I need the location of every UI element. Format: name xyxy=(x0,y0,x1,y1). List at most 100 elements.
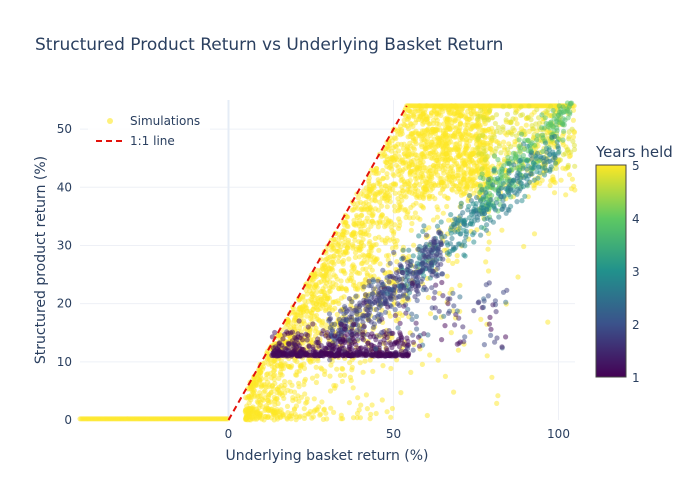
scatter-point xyxy=(255,375,261,381)
scatter-point xyxy=(397,332,403,338)
scatter-point xyxy=(442,323,448,329)
scatter-point xyxy=(445,301,451,307)
scatter-point xyxy=(519,112,526,118)
scatter-point xyxy=(570,117,577,123)
x-tick-label: 100 xyxy=(547,427,570,441)
scatter-point xyxy=(532,164,538,170)
scatter-point xyxy=(446,179,453,185)
scatter-point xyxy=(566,136,572,142)
scatter-point xyxy=(405,345,411,351)
scatter-point xyxy=(342,304,348,310)
scatter-point xyxy=(410,339,416,345)
scatter-point xyxy=(376,288,382,295)
scatter-point xyxy=(364,215,370,221)
scatter-point xyxy=(471,182,477,189)
scatter-point xyxy=(375,278,381,284)
x-axis-label: Underlying basket return (%) xyxy=(225,448,428,464)
scatter-point xyxy=(305,324,311,330)
scatter-point xyxy=(384,171,390,177)
scatter-point xyxy=(293,403,299,409)
scatter-point xyxy=(331,253,337,259)
scatter-point xyxy=(327,274,333,280)
scatter-point xyxy=(427,311,434,317)
scatter-point xyxy=(243,407,249,413)
scatter-point xyxy=(327,373,333,379)
scatter-point xyxy=(416,343,422,349)
scatter-point xyxy=(430,217,437,223)
scatter-point xyxy=(475,135,481,141)
scatter-point xyxy=(368,248,374,254)
scatter-point xyxy=(412,169,418,175)
scatter-point xyxy=(539,112,545,118)
scatter-point xyxy=(310,344,316,350)
scatter-point xyxy=(561,108,568,114)
scatter-point xyxy=(409,109,415,115)
scatter-point xyxy=(393,339,399,345)
scatter-point xyxy=(521,243,527,250)
scatter-point xyxy=(313,379,319,386)
scatter-point xyxy=(483,282,489,288)
scatter-point xyxy=(560,165,566,171)
scatter-point xyxy=(455,229,461,235)
scatter-point xyxy=(514,121,520,127)
scatter-point xyxy=(343,219,349,225)
scatter-point xyxy=(362,347,368,353)
scatter-point xyxy=(391,229,397,235)
scatter-point xyxy=(405,134,411,140)
scatter-point xyxy=(439,143,445,149)
scatter-point xyxy=(349,364,355,370)
scatter-point xyxy=(486,239,492,245)
scatter-point xyxy=(442,193,448,199)
scatter-point xyxy=(379,397,385,403)
scatter-point xyxy=(320,303,326,309)
scatter-point xyxy=(355,395,361,401)
scatter-point xyxy=(291,309,297,315)
scatter-point xyxy=(500,180,506,186)
scatter-point xyxy=(391,249,397,255)
scatter-point xyxy=(442,116,448,122)
scatter-point xyxy=(383,191,389,197)
scatter-point xyxy=(317,271,323,277)
scatter-point xyxy=(460,324,466,330)
scatter-point xyxy=(341,372,348,378)
scatter-point xyxy=(484,353,490,359)
scatter-point xyxy=(296,398,302,404)
scatter-point xyxy=(383,253,390,259)
scatter-point xyxy=(411,136,417,142)
scatter-point xyxy=(461,219,467,225)
scatter-point xyxy=(485,170,491,177)
scatter-point xyxy=(523,122,529,128)
scatter-point xyxy=(512,110,519,116)
scatter-point xyxy=(277,414,283,420)
scatter-point xyxy=(403,214,409,221)
scatter-point xyxy=(256,405,262,411)
scatter-point xyxy=(483,227,490,233)
scatter-point xyxy=(384,409,390,415)
scatter-point xyxy=(541,125,548,131)
scatter-point xyxy=(293,417,299,423)
x-axis-ticks: 0 50 100 xyxy=(225,427,570,441)
scatter-point xyxy=(378,203,385,209)
scatter-point xyxy=(564,165,571,171)
scatter-point xyxy=(506,150,512,156)
scatter-point xyxy=(365,254,371,260)
scatter-point xyxy=(370,278,376,285)
scatter-point xyxy=(380,293,386,299)
scatter-point xyxy=(498,193,504,200)
scatter-point xyxy=(284,403,291,409)
scatter-point xyxy=(554,125,560,131)
scatter-point xyxy=(409,316,415,322)
scatter-point xyxy=(254,410,261,416)
scatter-point xyxy=(246,400,252,406)
scatter-point xyxy=(503,117,509,123)
scatter-point xyxy=(362,231,368,237)
scatter-point xyxy=(458,113,464,119)
scatter-point xyxy=(454,341,460,347)
y-tick-label: 30 xyxy=(57,238,72,252)
scatter-point xyxy=(446,174,452,180)
scatter-point xyxy=(311,284,318,290)
scatter-point xyxy=(373,307,379,313)
scatter-point xyxy=(369,212,375,218)
scatter-point xyxy=(478,107,484,114)
scatter-point xyxy=(463,231,469,237)
